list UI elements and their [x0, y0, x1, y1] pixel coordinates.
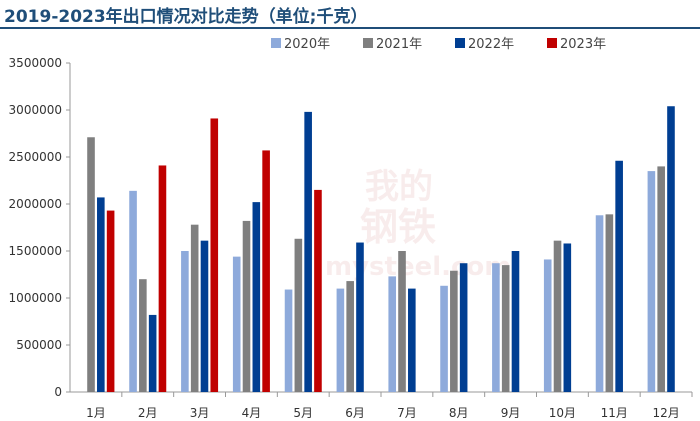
y-tick-label: 3000000 [9, 103, 62, 117]
x-tick-label: 12月 [652, 406, 679, 420]
bar-2020年-2月 [129, 190, 137, 392]
bar-2021年-12月 [657, 166, 665, 392]
bar-2022年-12月 [667, 106, 675, 393]
bar-2020年-4月 [232, 256, 241, 392]
watermark-line1: 我的 [365, 167, 433, 207]
legend-label: 2020年 [284, 37, 330, 52]
title-divider [0, 27, 700, 29]
bar-2020年-12月 [647, 171, 656, 392]
bar-2021年-8月 [450, 270, 458, 392]
bar-2023年-2月 [158, 165, 167, 392]
chart-axes: 0 500000 1000000 1500000 2000000 2500000 30000… [9, 56, 693, 420]
bar-2021年-10月 [553, 240, 562, 392]
bar-2021年-7月 [398, 251, 406, 392]
x-tick-label: 11月 [601, 406, 628, 420]
bar-2021年-3月 [190, 224, 199, 392]
legend-label: 2021年 [376, 37, 422, 52]
legend-label: 2022年 [468, 37, 514, 52]
bar-2022年-9月 [511, 251, 520, 392]
x-tick-label: 8月 [449, 406, 469, 420]
bar-2023年-5月 [314, 189, 322, 392]
watermark-line2: 钢铁 [360, 205, 436, 249]
x-tick-label: 1月 [86, 406, 106, 420]
bar-2023年-4月 [262, 150, 270, 392]
bar-2022年-7月 [408, 288, 416, 392]
bar-2020年-10月 [543, 259, 552, 392]
bar-2020年-7月 [388, 276, 397, 392]
chart-title: 2019-2023年出口情况对比走势（单位;千克） [4, 7, 368, 27]
x-tick-label: 7月 [397, 406, 417, 420]
x-tick-label: 6月 [345, 406, 365, 420]
legend-label: 2023年 [560, 37, 606, 52]
watermark-line3: mysteel.com [325, 252, 511, 282]
bar-2021年-11月 [605, 214, 614, 392]
legend-swatch [455, 38, 465, 48]
y-tick-label: 3500000 [9, 56, 62, 70]
y-tick-label: 1500000 [9, 244, 62, 258]
bar-2020年-3月 [181, 251, 189, 392]
x-tick-label: 3月 [190, 406, 210, 420]
x-tick-label: 9月 [501, 406, 521, 420]
x-tick-label: 2月 [138, 406, 158, 420]
bar-2023年-1月 [106, 210, 115, 392]
y-tick-label: 500000 [16, 338, 62, 352]
legend-swatch [547, 38, 557, 48]
y-tick-label: 2000000 [9, 197, 62, 211]
bar-2022年-6月 [356, 242, 364, 392]
bar-2022年-10月 [563, 243, 572, 392]
y-tick-label: 1000000 [9, 291, 62, 305]
bar-2022年-1月 [97, 197, 105, 392]
bar-2022年-5月 [304, 111, 312, 392]
bar-2020年-8月 [440, 285, 448, 392]
bar-2022年-8月 [459, 263, 468, 392]
bar-2023年-3月 [210, 118, 219, 393]
bar-2021年-6月 [346, 281, 354, 392]
bar-2022年-4月 [252, 202, 261, 392]
bar-2022年-3月 [200, 240, 209, 392]
chart-legend: 2020年 2021年 2022年 2023年 [271, 37, 606, 52]
bar-2021年-5月 [294, 238, 303, 392]
y-tick-label: 0 [54, 385, 62, 399]
bar-2020年-11月 [595, 215, 604, 392]
y-tick-label: 2500000 [9, 150, 62, 164]
legend-swatch [271, 38, 281, 48]
bar-2021年-1月 [87, 137, 95, 392]
watermark-logo: 我的 钢铁 mysteel.com [325, 167, 511, 282]
x-tick-label: 10月 [549, 406, 576, 420]
bar-2020年-5月 [284, 289, 293, 392]
bar-2020年-9月 [492, 263, 500, 392]
bar-2021年-2月 [139, 279, 147, 392]
bar-2020年-6月 [336, 288, 345, 392]
bar-2021年-4月 [242, 220, 251, 392]
x-tick-label: 4月 [242, 406, 262, 420]
legend-swatch [363, 38, 373, 48]
x-tick-label: 5月 [293, 406, 313, 420]
bar-2022年-2月 [148, 314, 157, 392]
bar-group [87, 106, 675, 393]
bar-2021年-9月 [501, 265, 510, 392]
bar-2022年-11月 [615, 160, 623, 392]
